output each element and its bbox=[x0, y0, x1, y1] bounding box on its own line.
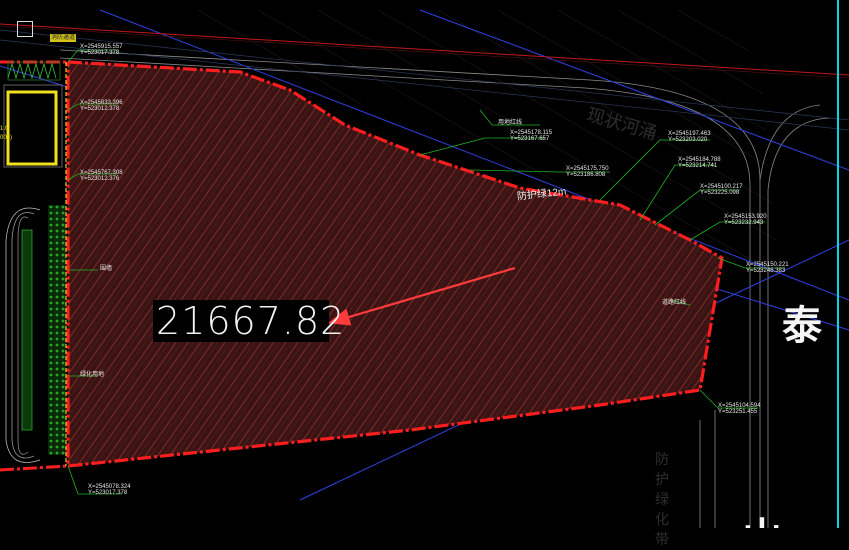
road-outlines bbox=[59, 49, 831, 528]
coord-label-4: X=2545178.115 Y=523167.657 bbox=[510, 130, 553, 142]
tree-row bbox=[7, 62, 57, 80]
cad-drawing-canvas[interactable] bbox=[0, 0, 849, 528]
coord-label-12: X=2545078.324 Y=523017.378 bbox=[88, 484, 131, 496]
coord-label-3: X=2545767.308 Y=523012.376 bbox=[80, 170, 123, 182]
boundary-label: 用地红线 bbox=[498, 120, 523, 126]
faint-lines bbox=[0, 29, 849, 131]
coord-label-6: X=2545184.788 Y=523214.741 bbox=[678, 157, 721, 169]
area-value-box[interactable] bbox=[153, 300, 329, 342]
coord-label-10: X=2545150.221 Y=523248.383 bbox=[746, 262, 789, 274]
coord-label-1: X=2545915.557 Y=523017.378 bbox=[80, 44, 123, 56]
area-value: 21667.82 bbox=[156, 299, 346, 343]
coord-label-2: X=2545833.396 Y=523012.378 bbox=[80, 100, 123, 112]
left-building-label-2: 005) bbox=[0, 135, 13, 141]
road-red-line bbox=[0, 23, 849, 76]
selection-box-icon[interactable] bbox=[17, 21, 33, 37]
green-land-label: 绿化用地 bbox=[80, 372, 105, 378]
land-parcel-area[interactable] bbox=[68, 62, 722, 466]
red-line-label: 道路红线 bbox=[662, 300, 687, 306]
coord-label-5: X=2545197.463 Y=523203.020 bbox=[668, 131, 711, 143]
wall-label: 围墙 bbox=[100, 266, 113, 272]
adjacent-structures bbox=[3, 61, 63, 463]
road-name-char-1: 泰 bbox=[782, 303, 822, 349]
coord-label-11: X=2545104.594 Y=523251.455 bbox=[718, 403, 761, 415]
coord-label-9: X=2545153.920 Y=523232.943 bbox=[724, 214, 767, 226]
protection-label: 防护绿化带 bbox=[655, 452, 669, 548]
coord-label-7: X=2545175.750 Y=523186.808 bbox=[566, 166, 609, 178]
coord-label-8: X=2545100.217 Y=523225.098 bbox=[700, 184, 743, 196]
road-name-char-2: 山 bbox=[742, 505, 782, 528]
green-strip bbox=[48, 205, 66, 455]
coordinate-leaders bbox=[67, 49, 785, 495]
left-building-label-1: 1.0 bbox=[0, 126, 9, 132]
fire-lane-tag: 消防通道 bbox=[50, 34, 76, 42]
area-pointer-arrow bbox=[327, 266, 516, 326]
